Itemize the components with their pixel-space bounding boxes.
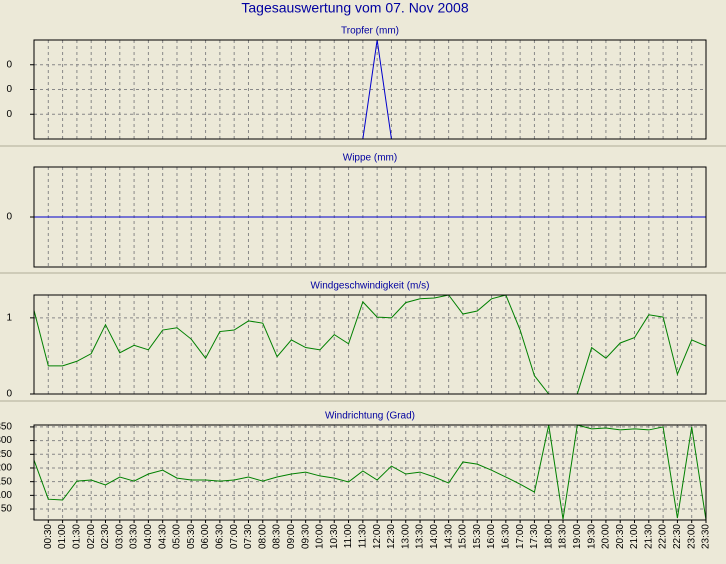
data-line xyxy=(34,424,706,521)
x-tick-label: 16:30 xyxy=(500,524,511,549)
x-tick-label: 16:00 xyxy=(486,524,497,549)
x-tick-label: 22:30 xyxy=(672,524,683,549)
x-tick-label: 23:30 xyxy=(701,524,712,549)
y-tick-label: 250 xyxy=(0,449,12,460)
x-tick-label: 02:00 xyxy=(86,524,97,549)
x-tick-label: 07:30 xyxy=(243,524,254,549)
x-tick-label: 13:30 xyxy=(415,524,426,549)
x-tick-label: 06:00 xyxy=(200,524,211,549)
x-tick-label: 01:00 xyxy=(57,524,68,549)
x-tick-label: 20:30 xyxy=(615,524,626,549)
x-tick-label: 08:30 xyxy=(272,524,283,549)
x-tick-label: 18:00 xyxy=(543,524,554,549)
x-tick-label: 10:00 xyxy=(315,524,326,549)
data-line xyxy=(34,294,706,395)
y-tick-label: 350 xyxy=(0,422,12,433)
x-tick-label: 12:30 xyxy=(386,524,397,549)
panel-title: Tropfer (mm) xyxy=(341,26,399,37)
x-tick-label: 11:00 xyxy=(343,524,354,549)
x-tick-label: 17:00 xyxy=(515,524,526,549)
x-tick-label: 04:00 xyxy=(143,524,154,549)
y-tick-label: 1 xyxy=(6,312,12,323)
x-tick-label: 17:30 xyxy=(529,524,540,549)
x-tick-label: 04:30 xyxy=(157,524,168,549)
x-tick-label: 09:00 xyxy=(286,524,297,549)
x-tick-label: 22:00 xyxy=(658,524,669,549)
panel-title: Windrichtung (Grad) xyxy=(325,411,415,422)
x-tick-label: 12:00 xyxy=(372,524,383,549)
x-tick-label: 23:00 xyxy=(686,524,697,549)
x-tick-label: 09:30 xyxy=(300,524,311,549)
x-tick-label: 15:30 xyxy=(472,524,483,549)
panel-title: Wippe (mm) xyxy=(343,153,397,164)
x-tick-label: 03:30 xyxy=(129,524,140,549)
y-tick-label: 100 xyxy=(0,490,12,501)
plot-frame xyxy=(33,424,707,521)
x-tick-label: 18:30 xyxy=(558,524,569,549)
x-tick-label: 02:30 xyxy=(100,524,111,549)
x-tick-label: 13:00 xyxy=(400,524,411,549)
x-tick-label: 06:30 xyxy=(215,524,226,549)
x-tick-label: 14:30 xyxy=(443,524,454,549)
y-tick-label: 150 xyxy=(0,476,12,487)
x-tick-label: 19:00 xyxy=(572,524,583,549)
x-tick-label: 15:00 xyxy=(458,524,469,549)
page-title: Tagesauswertung vom 07. Nov 2008 xyxy=(241,0,468,16)
x-tick-label: 07:00 xyxy=(229,524,240,549)
x-tick-label: 21:30 xyxy=(643,524,654,549)
x-tick-label: 11:30 xyxy=(357,524,368,549)
x-tick-label: 01:30 xyxy=(72,524,83,549)
x-tick-label: 03:00 xyxy=(114,524,125,549)
y-tick-label: 0 xyxy=(6,59,12,70)
x-tick-label: 05:30 xyxy=(186,524,197,549)
x-tick-label: 08:00 xyxy=(257,524,268,549)
x-tick-label: 20:00 xyxy=(601,524,612,549)
y-tick-label: 0 xyxy=(6,84,12,95)
plot-frame xyxy=(33,294,707,395)
x-tick-label: 14:00 xyxy=(429,524,440,549)
y-tick-label: 0 xyxy=(6,389,12,400)
y-tick-label: 50 xyxy=(1,504,13,515)
y-tick-label: 200 xyxy=(0,463,12,474)
x-tick-label: 10:30 xyxy=(329,524,340,549)
plot-frame xyxy=(33,39,707,140)
plot-frame xyxy=(33,166,707,268)
x-tick-label: 05:00 xyxy=(172,524,183,549)
panel-title: Windgeschwindigkeit (m/s) xyxy=(311,281,430,292)
y-tick-label: 0 xyxy=(6,212,12,223)
x-tick-label: 19:30 xyxy=(586,524,597,549)
y-tick-label: 300 xyxy=(0,435,12,446)
x-tick-label: 21:00 xyxy=(629,524,640,549)
y-tick-label: 0 xyxy=(6,109,12,120)
x-tick-label: 00:30 xyxy=(43,524,54,549)
